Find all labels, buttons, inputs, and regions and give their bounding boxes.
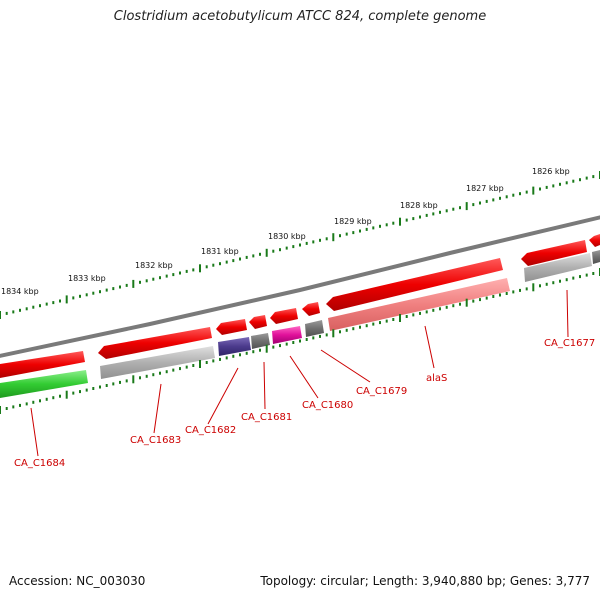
gene-next-forward[interactable] <box>589 234 600 247</box>
tick-label-1828: 1828 kbp <box>400 201 438 210</box>
feature-next-darkgray[interactable] <box>592 250 600 264</box>
leader-ca-c1679 <box>320 349 371 383</box>
feature-ca-c1681-darkgray[interactable] <box>251 333 270 349</box>
tick-label-1830: 1830 kbp <box>268 232 306 241</box>
gene-ca-c1677-forward[interactable] <box>521 240 587 266</box>
leader-alas <box>424 325 435 369</box>
tick-label-1831: 1831 kbp <box>201 247 239 256</box>
gene-label-ca-c1681[interactable]: CA_C1681 <box>241 412 292 423</box>
tick-label-1832: 1832 kbp <box>135 261 173 270</box>
feature-ca-c1680-magenta[interactable] <box>272 326 302 344</box>
feature-ca-c1684-green[interactable] <box>0 370 88 398</box>
gene-label-ca-c1677[interactable]: CA_C1677 <box>544 338 595 349</box>
feature-ca-c1679-darkgray[interactable] <box>305 320 324 337</box>
leader-ca-c1681 <box>263 361 266 410</box>
leader-ca-c1683 <box>153 383 162 434</box>
feature-ca-c1677-gray[interactable] <box>524 253 592 282</box>
gene-label-ca-c1684[interactable]: CA_C1684 <box>14 458 65 469</box>
tick-label-1829: 1829 kbp <box>334 217 372 226</box>
tick-label-1833: 1833 kbp <box>68 274 106 283</box>
gene-label-leaders <box>30 289 569 457</box>
topology-value: circular <box>320 574 365 588</box>
scale-labels: 1826 kbp 1827 kbp 1828 kbp 1829 kbp 1830… <box>1 167 570 296</box>
gene-label-alas[interactable]: alaS <box>426 373 447 384</box>
gene-ca-c1683-forward[interactable] <box>98 327 212 359</box>
accession-info: Accession: NC_003030 <box>9 574 145 588</box>
tick-label-1827: 1827 kbp <box>466 184 504 193</box>
genome-title: Clostridium acetobutylicum ATCC 824, com… <box>113 9 487 24</box>
gene-ca-c1679-forward[interactable] <box>302 302 320 316</box>
gene-label-ca-c1679[interactable]: CA_C1679 <box>356 386 407 397</box>
leader-ca-c1677 <box>566 289 569 338</box>
gene-label-ca-c1682[interactable]: CA_C1682 <box>185 425 236 436</box>
gene-ca-c1684-forward[interactable] <box>0 351 85 378</box>
gene-ca-c1682-forward[interactable] <box>216 319 247 335</box>
scale-ticks-inner <box>0 268 600 414</box>
leader-ca-c1682 <box>207 367 239 425</box>
scale-ticks-outer <box>0 171 600 319</box>
gene-labels: CA_C1677 alaS CA_C1679 CA_C1680 CA_C1681… <box>14 338 595 469</box>
tick-label-1826: 1826 kbp <box>532 167 570 176</box>
tick-label-1834: 1834 kbp <box>1 287 39 296</box>
genome-stats: Topology: circular; Length: 3,940,880 bp… <box>260 574 590 588</box>
genes-value: 3,777 <box>555 574 590 588</box>
feature-ca-c1682-purple[interactable] <box>218 337 251 356</box>
leader-ca-c1680 <box>289 355 319 399</box>
gene-label-ca-c1683[interactable]: CA_C1683 <box>130 435 181 446</box>
length-value: 3,940,880 bp <box>421 574 502 588</box>
accession-label: Accession: <box>9 574 73 588</box>
accession-value: NC_003030 <box>76 574 146 588</box>
topology-label: Topology: <box>260 574 317 588</box>
leader-ca-c1684 <box>30 407 39 457</box>
gene-label-ca-c1680[interactable]: CA_C1680 <box>302 400 353 411</box>
gene-alas-forward[interactable] <box>326 258 503 311</box>
length-label: Length: <box>372 574 419 588</box>
genes-label: Genes: <box>509 574 552 588</box>
feature-ca-c1683-gray[interactable] <box>100 346 215 379</box>
genome-backbone <box>0 215 600 358</box>
gene-ca-c1680-forward[interactable] <box>270 308 298 324</box>
gene-ca-c1681-forward[interactable] <box>249 315 267 329</box>
feature-alas-pink[interactable] <box>328 278 510 331</box>
